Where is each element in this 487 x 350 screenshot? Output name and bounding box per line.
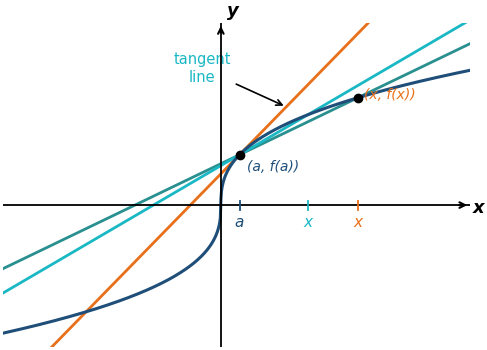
Text: x: x (354, 215, 362, 230)
Text: (x, f(x)): (x, f(x)) (364, 88, 416, 102)
Text: a: a (235, 215, 244, 230)
Text: y: y (227, 2, 239, 20)
Text: x: x (303, 215, 313, 230)
Text: x: x (473, 199, 485, 217)
Text: (a, f(a)): (a, f(a)) (247, 160, 299, 174)
Text: tangent
line: tangent line (173, 52, 282, 105)
